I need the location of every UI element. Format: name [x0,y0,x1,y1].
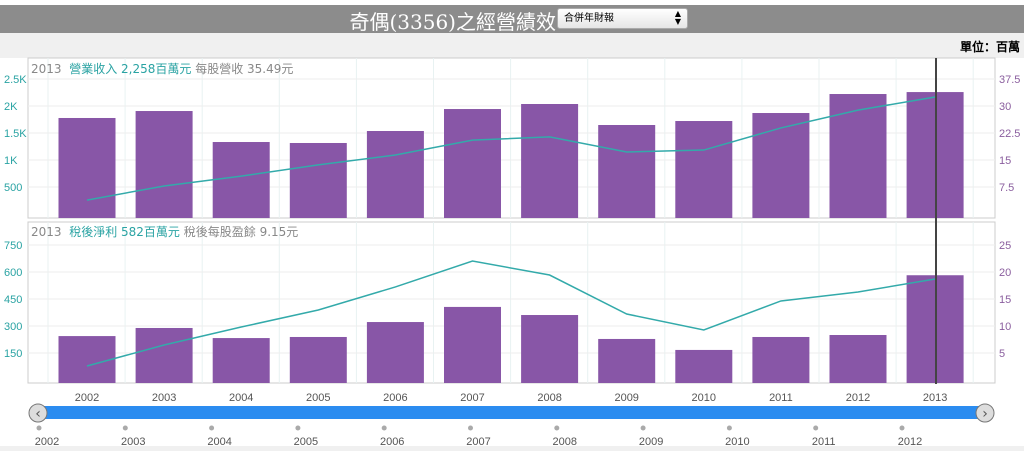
header-bar: 奇偶(3356)之經營績效 合併年財報 ▲ ▼ [0,5,1024,34]
timeline-label: 2007 [466,436,490,448]
right-tick-label: 15 [999,155,1011,167]
bar-2002 [58,336,116,383]
x-axis-label: 2010 [692,392,716,404]
timeline-label: 2003 [121,436,145,448]
timeline-label: 2005 [294,436,318,448]
timeline-dot [554,425,560,431]
left-tick-label: 1K [4,155,18,167]
timeline-label: 2008 [553,436,577,448]
right-tick-label: 15 [999,294,1011,306]
slider-right-button[interactable] [975,403,995,423]
report-type-select[interactable]: 合併年財報 ▲ ▼ [557,8,688,29]
bar-2003 [135,327,193,383]
timeline-dot [468,425,473,431]
timeline-dot [36,425,42,431]
bar-2006 [366,131,424,218]
timeline-dot [209,425,215,431]
left-tick-label: 450 [4,294,22,306]
timeline-dot [813,425,819,431]
bar-2004 [212,338,270,383]
timeline-dot [899,425,905,431]
right-tick-label: 10 [999,321,1011,333]
slider-left-chevron-icon: ‹ [35,406,41,422]
timeline-label: 2010 [725,436,749,448]
bar-2011 [752,336,810,383]
unit-band [0,33,1024,58]
timeline-label: 2011 [812,436,836,448]
x-axis-label: 2009 [614,392,638,404]
right-tick-label: 30 [999,101,1011,113]
bar-2003 [135,111,193,218]
x-axis-label: 2013 [923,392,947,404]
bar-2005 [289,336,347,383]
bar-2007 [444,109,501,218]
bar-2005 [289,142,347,218]
x-axis-label: 2011 [769,392,793,404]
x-axis-label: 2003 [152,392,176,404]
left-tick-label: 150 [4,348,22,360]
timeline-slider[interactable] [38,406,985,419]
bar-2004 [212,142,270,218]
left-tick-label: 500 [4,182,22,194]
x-axis-label: 2005 [306,392,330,404]
timeline-dot [122,425,128,431]
right-tick-label: 22.5 [999,128,1020,140]
left-tick-label: 1.5K [4,128,27,140]
bar-2011 [752,113,810,218]
right-tick-label: 37.5 [999,74,1020,86]
unit-label: 單位：百萬 [959,40,1020,54]
slider-left-button[interactable] [28,403,48,423]
slider-right-chevron-icon: › [982,406,988,422]
x-axis-label: 2002 [75,392,99,404]
updown-arrows-icon: ▲ ▼ [674,9,681,26]
timeline-dot [726,425,732,431]
revenue-caption: 2013 營業收入 2,258百萬元 每股營收 35.49元 [31,62,294,76]
page-title: 奇偶(3356)之經營績效 [349,10,556,34]
bar-2010 [675,349,733,383]
bar-2010 [675,121,733,218]
footer-band [0,446,1024,451]
x-axis-label: 2006 [383,392,407,404]
series-line [86,260,936,367]
bar-2012 [829,335,887,383]
right-tick-label: 25 [999,240,1011,252]
report-type-value: 合併年財報 [564,13,614,24]
bar-2008 [521,104,579,218]
left-tick-label: 600 [4,267,22,279]
bar-2009 [598,338,656,383]
timeline-label: 2006 [380,436,404,448]
right-tick-label: 20 [999,267,1011,279]
series-line [86,96,936,201]
left-tick-label: 2K [4,101,18,113]
profit-caption: 2013 稅後淨利 582百萬元 稅後每股盈餘 9.15元 [31,225,299,239]
bar-2009 [598,125,656,218]
bar-2008 [521,315,579,383]
timeline-dot [640,425,646,431]
timeline-dot [295,425,301,431]
left-tick-label: 750 [4,240,22,252]
bar-2007 [444,306,501,383]
x-axis-label: 2008 [537,392,561,404]
right-tick-label: 5 [999,348,1005,360]
bar-2002 [58,117,116,218]
timeline-dot [381,425,387,431]
left-tick-label: 300 [4,321,22,333]
timeline-label: 2012 [898,436,922,448]
timeline-label: 2004 [207,436,231,448]
bar-2006 [366,322,424,383]
left-tick-label: 2.5K [4,74,27,86]
x-axis-label: 2004 [229,392,253,404]
x-axis-label: 2007 [460,392,484,404]
timeline-label: 2002 [35,436,59,448]
timeline-label: 2009 [639,436,663,448]
right-tick-label: 7.5 [999,182,1014,194]
x-axis-label: 2012 [846,392,870,404]
bar-2012 [829,94,887,218]
